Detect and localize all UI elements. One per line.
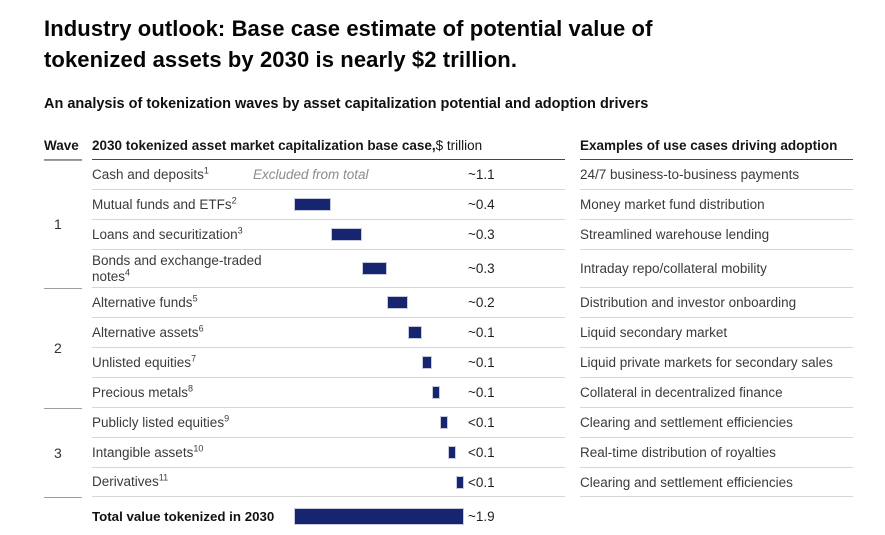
wave-number-1: 1 (44, 160, 92, 288)
table-row-unlisted-equities: Unlisted equities7 ~0.1 Liquid private m… (92, 348, 853, 378)
footnote-marker: 1 (203, 165, 209, 176)
column-header-wave: Wave (44, 135, 92, 160)
value-label: <0.1 (468, 415, 495, 430)
excluded-from-total-note: Excluded from total (253, 167, 369, 182)
asset-label: Mutual funds and ETFs2 (92, 195, 237, 212)
table-row-derivatives: Derivatives11 <0.1 Clearing and settleme… (92, 468, 853, 497)
value-label: ~0.1 (468, 385, 495, 400)
asset-label: Precious metals8 (92, 383, 194, 400)
table-row-cash-and-deposits: Cash and deposits1 Excluded from total ~… (92, 160, 853, 190)
table-row-precious-metals: Precious metals8 ~0.1 Collateral in dece… (92, 378, 853, 408)
footnote-marker: 2 (231, 195, 237, 206)
page-subtitle: An analysis of tokenization waves by ass… (44, 96, 649, 112)
total-row: Total value tokenized in 2030 ~1.9 (44, 497, 853, 535)
bar-total (294, 507, 464, 525)
table-row-bonds-etns: Bonds and exchange-traded notes4 ~0.3 In… (92, 250, 853, 288)
total-label: Total value tokenized in 2030 (92, 508, 275, 524)
value-label: ~0.2 (468, 295, 495, 310)
bar-loans-securitization (330, 228, 362, 241)
column-header-use-cases: Examples of use cases driving adoption (580, 135, 853, 160)
table-row-alternative-funds: Alternative funds5 ~0.2 Distribution and… (92, 288, 853, 318)
bar-precious-metals (432, 386, 441, 399)
bar-unlisted-equities (421, 356, 433, 369)
wave-group-3: 3 Publicly listed equities9 <0.1 Clearin… (44, 408, 853, 497)
wave-group-2: 2 Alternative funds5 ~0.2 Distribution a… (44, 288, 853, 408)
value-label: ~0.1 (468, 325, 495, 340)
wave-group-1: 1 Cash and deposits1 Excluded from total… (44, 160, 853, 288)
asset-label: Publicly listed equities9 (92, 413, 230, 430)
asset-label: Unlisted equities7 (92, 353, 197, 370)
asset-label: Bonds and exchange-traded notes4 (92, 252, 262, 284)
asset-label: Alternative assets6 (92, 323, 204, 340)
bar-publicly-listed-equities (440, 416, 448, 429)
bar-derivatives (455, 475, 464, 489)
footnote-marker: 7 (191, 353, 197, 364)
table-row-alternative-assets: Alternative assets6 ~0.1 Liquid secondar… (92, 318, 853, 348)
value-label: ~0.3 (468, 227, 495, 242)
wave-column-stub (44, 497, 92, 535)
asset-label: Cash and deposits1 (92, 165, 209, 182)
use-case: 24/7 business-to-business payments (580, 160, 853, 190)
use-case: Clearing and settlement efficiencies (580, 408, 853, 438)
bar-mutual-funds-etfs (294, 198, 331, 211)
value-label: <0.1 (468, 474, 495, 490)
tokenization-waves-table: Wave 2030 tokenized asset market capital… (44, 135, 853, 535)
footnote-marker: 11 (158, 472, 169, 483)
wave-number-2: 2 (44, 288, 92, 408)
value-label: <0.1 (468, 445, 495, 460)
use-case: Collateral in decentralized finance (580, 378, 853, 408)
use-case: Liquid secondary market (580, 318, 853, 348)
column-header-market-cap-unit: $ trillion (435, 138, 483, 153)
footnote-marker: 3 (237, 225, 243, 236)
use-case: Real-time distribution of royalties (580, 438, 853, 468)
value-label: ~0.3 (468, 261, 495, 276)
footnote-marker: 8 (188, 383, 194, 394)
footnote-marker: 10 (193, 443, 204, 454)
total-value-label: ~1.9 (468, 508, 495, 524)
table-row-mutual-funds-etfs: Mutual funds and ETFs2 ~0.4 Money market… (92, 190, 853, 220)
value-label: ~1.1 (468, 167, 495, 182)
use-case: Money market fund distribution (580, 190, 853, 220)
asset-label: Derivatives11 (92, 472, 169, 490)
footnote-marker: 9 (224, 413, 230, 424)
bar-alternative-assets (408, 326, 422, 339)
bar-intangible-assets (448, 446, 456, 459)
use-case: Streamlined warehouse lending (580, 220, 853, 250)
use-case: Liquid private markets for secondary sal… (580, 348, 853, 378)
table-row-loans-securitization: Loans and securitization3 ~0.3 Streamlin… (92, 220, 853, 250)
value-label: ~0.1 (468, 355, 495, 370)
bar-bonds-etns (361, 262, 388, 275)
bar-alternative-funds (387, 296, 408, 309)
table-row-publicly-listed-equities: Publicly listed equities9 <0.1 Clearing … (92, 408, 853, 438)
footnote-marker: 5 (192, 293, 198, 304)
footnote-marker: 4 (125, 267, 131, 277)
column-header-market-cap-bold: 2030 tokenized asset market capitalizati… (92, 138, 436, 153)
use-case: Clearing and settlement efficiencies (580, 468, 853, 497)
table-header-row: Wave 2030 tokenized asset market capital… (44, 135, 853, 160)
footnote-marker: 6 (198, 323, 204, 334)
use-case: Distribution and investor onboarding (580, 288, 853, 318)
page-title: Industry outlook: Base case estimate of … (44, 16, 653, 72)
use-case: Intraday repo/collateral mobility (580, 250, 853, 288)
asset-label: Intangible assets10 (92, 443, 204, 460)
asset-label: Loans and securitization3 (92, 225, 243, 242)
asset-label: Alternative funds5 (92, 293, 198, 310)
column-header-market-cap: 2030 tokenized asset market capitalizati… (92, 135, 565, 160)
table-row-intangible-assets: Intangible assets10 <0.1 Real-time distr… (92, 438, 853, 468)
value-label: ~0.4 (468, 197, 495, 212)
wave-number-3: 3 (44, 408, 92, 497)
